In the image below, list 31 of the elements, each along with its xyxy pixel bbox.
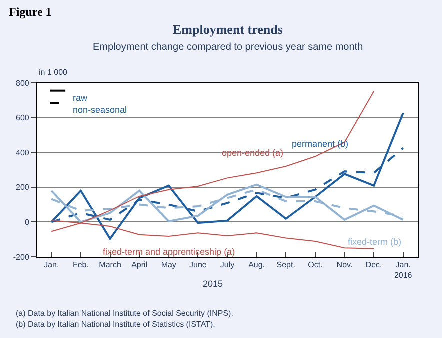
x-tick-label: March bbox=[99, 260, 122, 270]
annotation: raw bbox=[73, 93, 88, 103]
x-tick-label: May bbox=[161, 260, 176, 270]
x-tick-label: Nov. bbox=[336, 260, 353, 270]
series-label: fixed-term (b) bbox=[348, 237, 402, 247]
x-tick-label: Feb. bbox=[72, 260, 89, 270]
x-tick-label: April bbox=[132, 260, 148, 270]
text: 2015 bbox=[203, 279, 224, 289]
x-tick-label: Aug. bbox=[248, 260, 266, 270]
series-label: fixed-term and apprenticeship (a) bbox=[103, 247, 236, 257]
x-tick-label: June bbox=[190, 260, 208, 270]
annotation: non-seasonal bbox=[73, 105, 128, 115]
line-series bbox=[50, 184, 404, 224]
chart-title: Employment trends bbox=[173, 22, 283, 37]
x-tick-label: Oct. bbox=[308, 260, 323, 270]
y-tick-label: 800 bbox=[16, 78, 30, 88]
y-axis-title: in 1 000 bbox=[39, 68, 68, 77]
text: (b) Data by Italian National Institute of Statistics (ISTAT). bbox=[16, 320, 216, 329]
x-tick-label: July bbox=[220, 260, 235, 270]
x-tick-label: Jan. bbox=[44, 260, 60, 270]
x-tick-label: Jan. 2016 bbox=[394, 260, 413, 280]
text: (a) Data by Italian National Institute of Social Security (INPS). bbox=[16, 309, 234, 318]
y-tick-label: 0 bbox=[24, 218, 30, 227]
caption: Figure 1 bbox=[9, 5, 52, 19]
y-tick-label: 400 bbox=[16, 148, 30, 158]
x-tick-label: Dec. bbox=[366, 260, 382, 270]
x-tick-label: Sept. bbox=[276, 260, 296, 270]
y-tick-label: 200 bbox=[16, 183, 30, 192]
y-tick-label: 600 bbox=[16, 114, 30, 123]
chart-subtitle: Employment change compared to previous year same month bbox=[93, 42, 364, 53]
y-tick-label: -200 bbox=[13, 252, 30, 262]
